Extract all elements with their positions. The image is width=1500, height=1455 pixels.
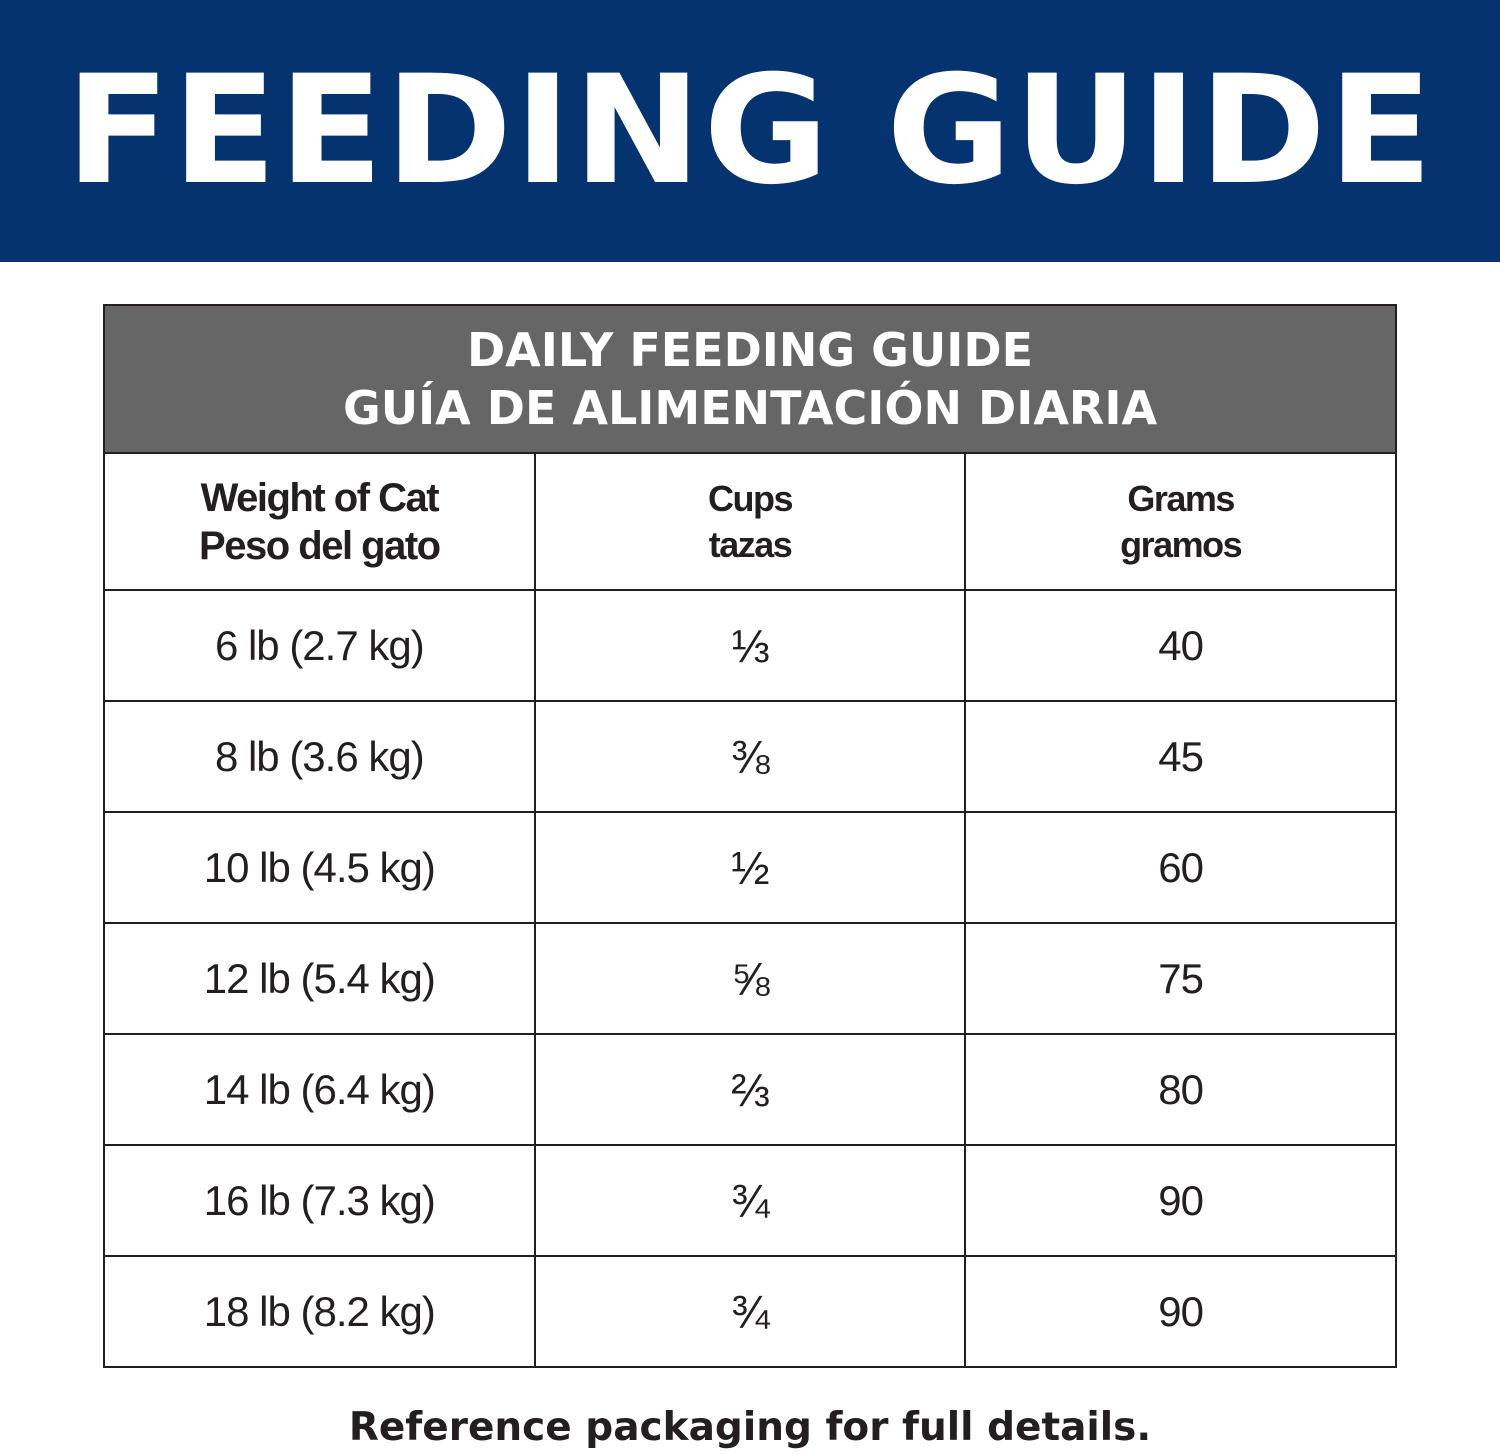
table-title: DAILY FEEDING GUIDE GUÍA DE ALIMENTACIÓN… xyxy=(103,304,1397,454)
table-row: 16 lb (7.3 kg) ¾ 90 xyxy=(103,1144,1397,1257)
column-header-weight: Weight of Cat Peso del gato xyxy=(103,452,536,591)
column-header-en: Cups xyxy=(707,477,793,519)
page-title: FEEDING GUIDE xyxy=(65,44,1435,218)
table-row: 10 lb (4.5 kg) ½ 60 xyxy=(103,811,1397,924)
footer-note: Reference packaging for full details. xyxy=(348,1405,1152,1450)
column-header-en: Weight of Cat xyxy=(200,475,440,520)
column-header-grams: Grams gramos xyxy=(964,452,1397,591)
column-header-es: tazas xyxy=(708,523,793,565)
column-header-es: Peso del gato xyxy=(199,523,441,568)
grams-cell: 90 xyxy=(964,1144,1397,1257)
cups-cell: ¾ xyxy=(533,1255,967,1368)
table-row: 14 lb (6.4 kg) ⅔ 80 xyxy=(103,1033,1397,1146)
grams-cell: 45 xyxy=(964,700,1397,813)
grams-cell: 90 xyxy=(964,1255,1397,1368)
banner: FEEDING GUIDE xyxy=(0,0,1500,262)
feeding-table: DAILY FEEDING GUIDE GUÍA DE ALIMENTACIÓN… xyxy=(103,304,1397,1368)
cups-cell: ½ xyxy=(533,811,967,924)
grams-cell: 40 xyxy=(964,589,1397,702)
cups-cell: ⅜ xyxy=(533,700,967,813)
weight-cell: 6 lb (2.7 kg) xyxy=(103,589,536,702)
table-title-en: DAILY FEEDING GUIDE xyxy=(466,323,1034,377)
table-row: 8 lb (3.6 kg) ⅜ 45 xyxy=(103,700,1397,813)
cups-cell: ⅝ xyxy=(533,922,967,1035)
weight-cell: 18 lb (8.2 kg) xyxy=(103,1255,536,1368)
table-row: 12 lb (5.4 kg) ⅝ 75 xyxy=(103,922,1397,1035)
cups-cell: ¾ xyxy=(533,1144,967,1257)
weight-cell: 16 lb (7.3 kg) xyxy=(103,1144,536,1257)
table-row: 18 lb (8.2 kg) ¾ 90 xyxy=(103,1255,1397,1368)
table-title-es: GUÍA DE ALIMENTACIÓN DIARIA xyxy=(342,381,1158,435)
cups-cell: ⅓ xyxy=(533,589,967,702)
weight-cell: 8 lb (3.6 kg) xyxy=(103,700,536,813)
weight-cell: 12 lb (5.4 kg) xyxy=(103,922,536,1035)
column-header-es: gramos xyxy=(1120,523,1243,565)
table-row: 6 lb (2.7 kg) ⅓ 40 xyxy=(103,589,1397,702)
grams-cell: 80 xyxy=(964,1033,1397,1146)
grams-cell: 60 xyxy=(964,811,1397,924)
grams-cell: 75 xyxy=(964,922,1397,1035)
weight-cell: 14 lb (6.4 kg) xyxy=(103,1033,536,1146)
column-header-en: Grams xyxy=(1127,477,1235,519)
weight-cell: 10 lb (4.5 kg) xyxy=(103,811,536,924)
cups-cell: ⅔ xyxy=(533,1033,967,1146)
column-header-cups: Cups tazas xyxy=(533,452,967,591)
